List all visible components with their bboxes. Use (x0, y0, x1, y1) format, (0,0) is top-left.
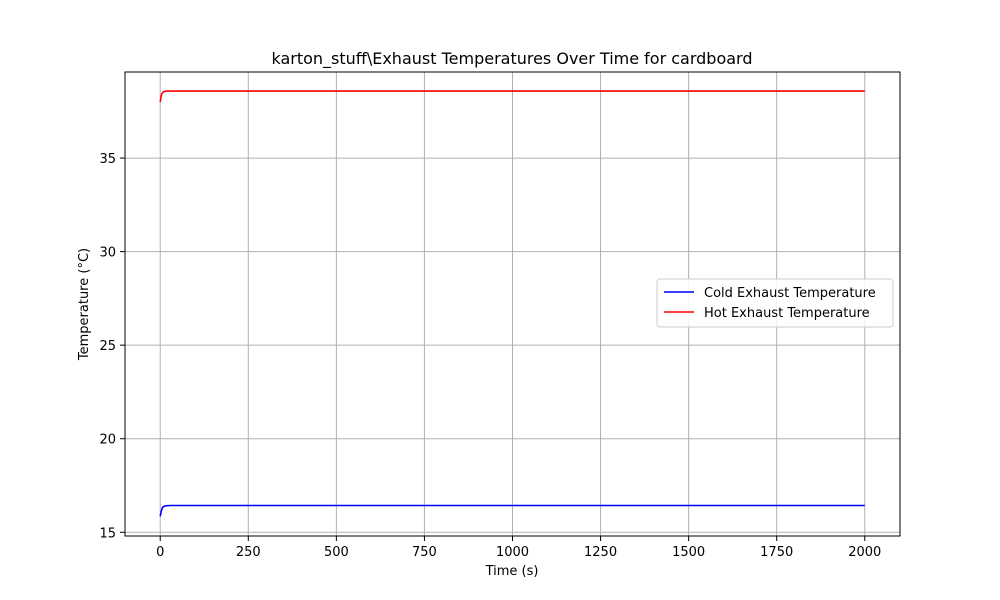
legend-label: Hot Exhaust Temperature (704, 306, 870, 321)
tick-layer: 0 250 500 750 1000 1250 1500 1750 2000 15 20 25 30 35 (99, 152, 881, 560)
legend-label: Cold Exhaust Temperature (704, 286, 876, 301)
x-tick-label: 1000 (496, 545, 529, 560)
chart-title: karton_stuff\Exhaust Temperatures Over T… (271, 49, 752, 69)
y-tick-label: 30 (99, 246, 116, 261)
x-tick-label: 2000 (848, 545, 881, 560)
x-tick-label: 250 (236, 545, 261, 560)
series-line-cold (159, 504, 865, 517)
x-tick-label: 1500 (672, 545, 705, 560)
y-tick-label: 25 (99, 339, 116, 354)
x-axis-label: Time (s) (485, 564, 539, 579)
grid-layer (125, 72, 900, 536)
series-layer (159, 90, 865, 517)
x-tick-label: 1750 (760, 545, 793, 560)
x-tick-label: 750 (412, 545, 437, 560)
y-tick-label: 15 (99, 526, 116, 541)
y-tick-label: 35 (99, 152, 116, 167)
x-tick-label: 0 (156, 545, 164, 560)
series-line-hot (159, 90, 865, 103)
y-axis-label: Temperature (°C) (77, 248, 92, 361)
legend-box (656, 278, 894, 328)
y-tick-label: 20 (99, 433, 116, 448)
x-tick-label: 1250 (584, 545, 617, 560)
legend: Cold Exhaust Temperature Hot Exhaust Temp… (656, 278, 894, 328)
x-tick-label: 500 (324, 545, 349, 560)
